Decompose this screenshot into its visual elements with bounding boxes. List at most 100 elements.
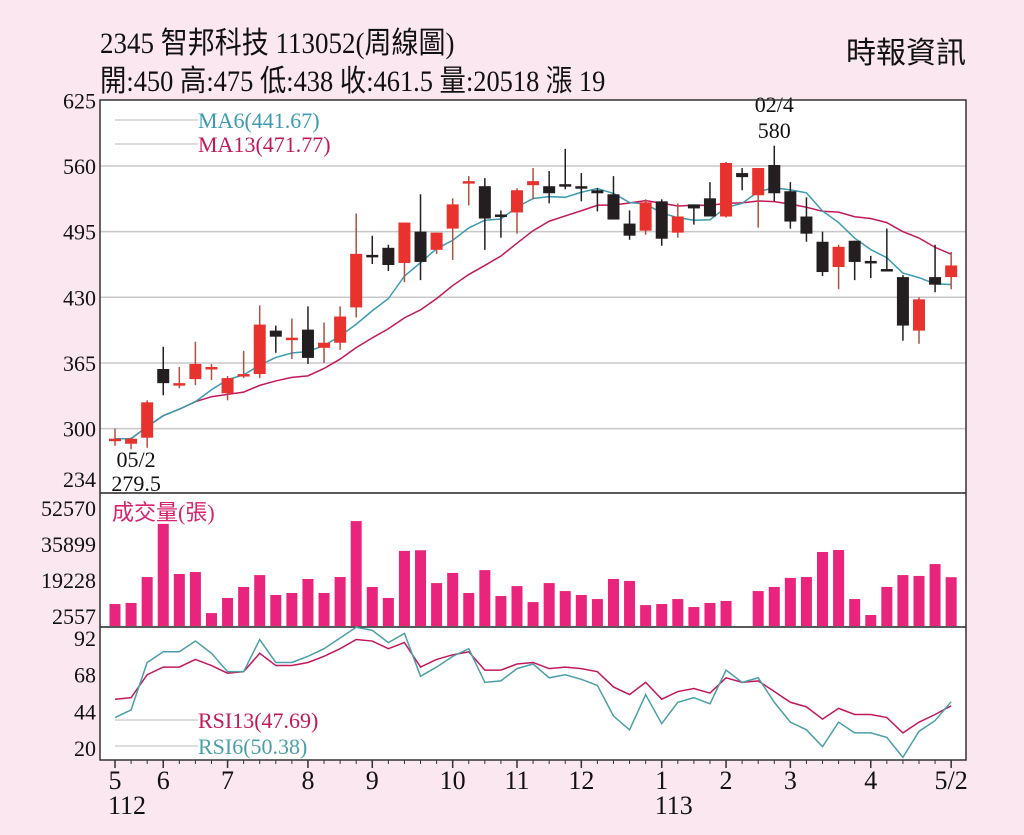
volume-bar [302, 578, 314, 626]
volume-bar [929, 564, 941, 626]
candle [462, 176, 475, 206]
volume-bar [640, 605, 652, 626]
candle [655, 199, 668, 246]
candle-body [880, 269, 893, 272]
volume-title: 成交量(張) [112, 500, 215, 525]
x-axis-label: 3 [784, 766, 797, 795]
candle-body [945, 265, 958, 278]
volume-bar [575, 594, 587, 626]
rsi-axis-label: 68 [74, 663, 96, 688]
candle-body [752, 168, 765, 196]
ma13-line [115, 199, 952, 440]
candle [382, 244, 395, 272]
volume-bar [511, 586, 523, 626]
source-label: 時報資訊 [846, 37, 966, 70]
candle [945, 251, 958, 290]
x-axis-label: 11 [504, 766, 529, 795]
high-date-annotation: 02/4 [755, 92, 794, 117]
candle-body [462, 181, 475, 184]
candle-body [494, 214, 507, 217]
candle-body [784, 191, 797, 222]
price-axis-label: 495 [63, 220, 96, 245]
volume-bar [254, 575, 266, 626]
x-axis-label: 2 [720, 766, 733, 795]
candle [575, 173, 588, 202]
candle-body [800, 216, 813, 234]
candle [205, 363, 218, 381]
low-date-annotation: 05/2 [117, 447, 156, 472]
candle-body [189, 363, 202, 380]
x-axis-label: 8 [301, 766, 314, 795]
volume-bar [591, 599, 603, 626]
candle-body [446, 204, 459, 229]
candle-body [671, 216, 684, 233]
candle-body [832, 246, 845, 267]
candle [430, 232, 443, 254]
volume-bar [543, 583, 555, 626]
candle [478, 178, 491, 250]
volume-bar [109, 604, 121, 626]
volume-bar [672, 599, 684, 626]
volume-bar [173, 574, 185, 626]
candle [543, 171, 556, 204]
candle-body [269, 330, 282, 337]
volume-bar [318, 593, 330, 626]
volume-bar [784, 577, 796, 626]
volume-bar [559, 591, 571, 626]
candle-body [478, 186, 491, 219]
x-axis-label: 5 [109, 766, 122, 795]
volume-bar [205, 613, 217, 626]
candle [864, 255, 877, 279]
chart-title: 2345 智邦科技 113052(周線圖) [100, 27, 455, 60]
candle-body [301, 329, 314, 358]
volume-bar [881, 586, 893, 626]
candle [703, 182, 716, 217]
candle-body [655, 201, 668, 239]
volume-axis-label: 35899 [41, 532, 96, 557]
volume-bar [752, 591, 764, 626]
volume-bar [817, 551, 829, 626]
volume-bar [222, 597, 234, 626]
candle-body [543, 186, 556, 194]
volume-bar [479, 570, 491, 626]
candle [591, 188, 604, 212]
candle [559, 148, 572, 190]
volume-bar [366, 586, 378, 626]
candle [414, 194, 427, 281]
candle-body [350, 253, 363, 308]
volume-bar [607, 578, 619, 626]
candle-body [848, 240, 861, 262]
candle [768, 145, 781, 202]
candle [366, 235, 379, 264]
volume-bar [833, 550, 845, 626]
candle-body [559, 184, 572, 187]
candle-body [527, 181, 540, 186]
rsi-axis-label: 92 [74, 626, 96, 651]
candle-body [382, 247, 395, 265]
volume-axis-label: 52570 [41, 496, 96, 521]
candle [301, 306, 314, 364]
volume-bar [398, 550, 410, 626]
x-axis-label: 9 [366, 766, 379, 795]
candle-body [414, 231, 427, 262]
candle [269, 325, 282, 353]
volume-bar [141, 577, 153, 626]
candle [398, 222, 411, 283]
candle-body [109, 438, 121, 442]
candle [880, 228, 893, 272]
candle [896, 275, 909, 341]
candle [141, 400, 154, 448]
high-value-annotation: 580 [758, 118, 791, 143]
candle-body [607, 194, 620, 220]
candle-body [913, 299, 925, 331]
candle-body [237, 374, 250, 377]
candle-body [816, 241, 829, 273]
volume-bar [270, 594, 282, 626]
volume-bar [286, 593, 298, 626]
volume-bar [656, 604, 668, 626]
candle [671, 203, 684, 238]
volume-bar [495, 596, 507, 626]
price-axis-label: 365 [63, 351, 96, 376]
candle [125, 437, 138, 450]
price-axis-label: 234 [63, 467, 96, 492]
